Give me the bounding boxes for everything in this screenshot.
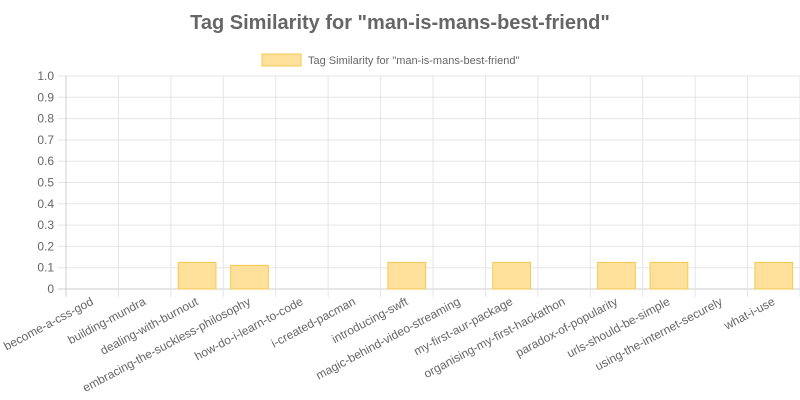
bar[interactable] <box>387 261 427 290</box>
legend-swatch <box>261 53 302 67</box>
bar[interactable] <box>649 261 689 290</box>
bar[interactable] <box>597 261 636 290</box>
y-tick-label: 0.4 <box>37 197 54 211</box>
y-tick-label: 0.1 <box>37 261 54 275</box>
grid <box>58 75 800 297</box>
y-axis-ticks: 0 0.1 0.2 0.3 0.4 0.5 0.6 0.7 0.8 0.9 1.0 <box>37 69 54 296</box>
y-tick-label: 0.6 <box>37 154 54 168</box>
x-tick-label: become-a-css-god <box>1 294 95 353</box>
y-tick-label: 0.7 <box>37 133 54 147</box>
y-tick-label: 0.3 <box>37 218 54 232</box>
y-tick-label: 0.2 <box>37 239 54 253</box>
bar[interactable] <box>230 264 269 290</box>
x-axis-ticks: become-a-css-godbuilding-mundradealing-w… <box>1 294 777 395</box>
y-tick-label: 1.0 <box>37 69 54 83</box>
bars <box>177 261 794 290</box>
bar[interactable] <box>492 261 532 290</box>
bar[interactable] <box>754 261 794 290</box>
bar[interactable] <box>177 261 217 290</box>
y-tick-label: 0.8 <box>37 112 54 126</box>
y-tick-label: 0.9 <box>37 90 54 104</box>
legend[interactable]: Tag Similarity for "man-is-mans-best-fri… <box>261 53 519 67</box>
y-tick-label: 0.5 <box>37 176 54 190</box>
x-tick-label: what-i-use <box>721 294 778 333</box>
legend-label: Tag Similarity for "man-is-mans-best-fri… <box>308 55 519 67</box>
chart-title: Tag Similarity for "man-is-mans-best-fri… <box>190 12 610 34</box>
y-tick-label: 0 <box>47 282 54 296</box>
